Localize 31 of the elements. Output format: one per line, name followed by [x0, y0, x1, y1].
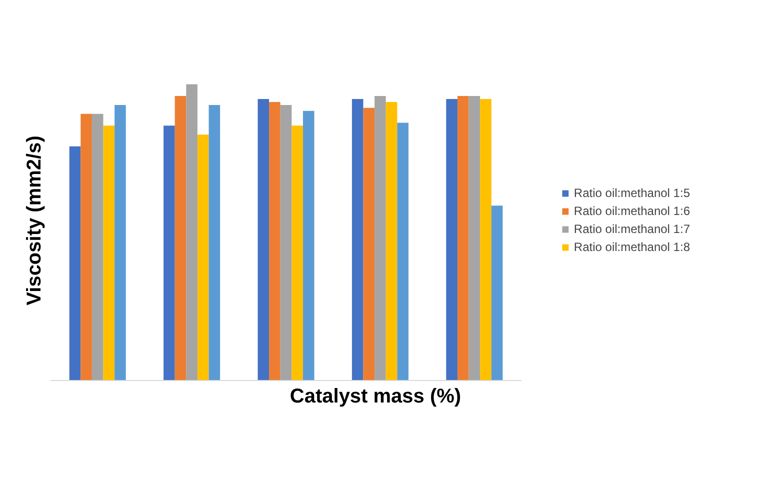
legend-label: Ratio oil:methanol 1:7	[574, 222, 690, 236]
legend-label: Ratio oil:methanol 1:6	[574, 204, 690, 218]
bar	[80, 114, 92, 380]
bar	[491, 206, 503, 380]
bar	[269, 102, 280, 380]
bar	[280, 104, 292, 380]
bar	[92, 114, 104, 380]
bar	[446, 99, 458, 380]
bar	[374, 96, 386, 380]
y-axis-title: Viscosity (mm2/s)	[24, 136, 46, 306]
legend-label: Ratio oil:methanol 1:8	[574, 240, 690, 254]
bar	[363, 108, 375, 380]
bar	[103, 126, 115, 380]
bar	[186, 84, 198, 380]
bar	[258, 99, 270, 380]
bar	[114, 104, 126, 380]
bar	[164, 126, 175, 380]
bar	[352, 99, 364, 380]
bar	[397, 122, 408, 380]
bar	[457, 96, 469, 380]
x-axis-title: Catalyst mass (%)	[290, 386, 462, 408]
bar	[480, 99, 492, 380]
bar	[468, 96, 480, 380]
legend-label: Ratio oil:methanol 1:5	[574, 186, 690, 200]
bar	[174, 96, 186, 380]
bar	[386, 102, 398, 380]
bar	[208, 104, 220, 380]
bar	[292, 126, 303, 380]
bar	[302, 110, 314, 380]
bar	[69, 146, 81, 380]
bar	[197, 134, 209, 380]
